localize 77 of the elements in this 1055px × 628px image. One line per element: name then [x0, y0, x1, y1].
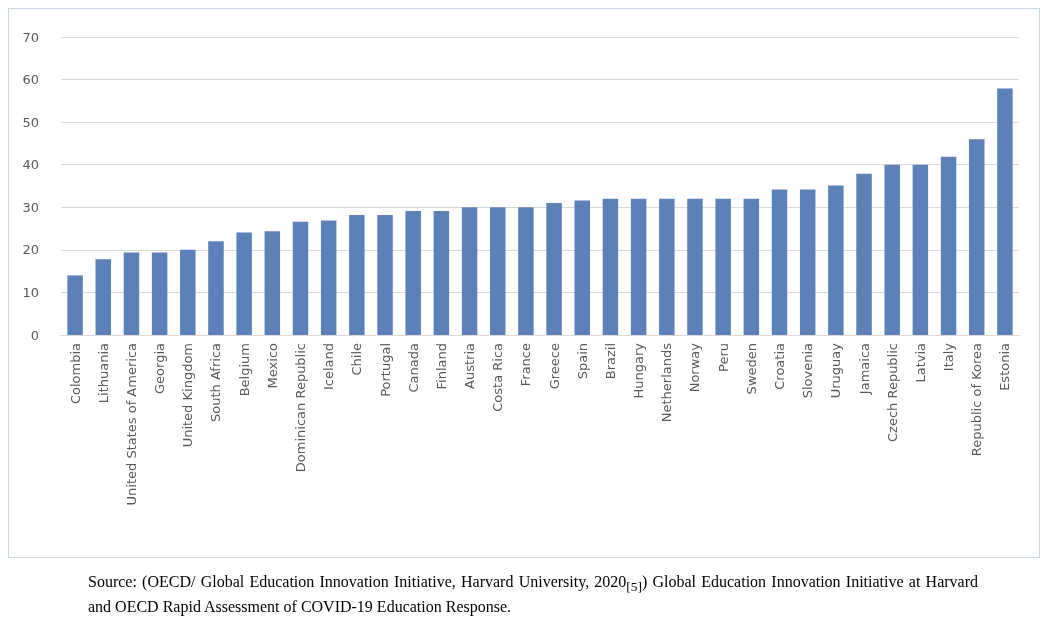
x-tick-label: Norway	[687, 342, 703, 393]
text: Source: (OECD/ Global Education Innovation Initiative, Harvard University, 2020$_{[5]}$) Global Education Innovation Initiative at Harvard and OECD Rapid Assessment of COVID-19 Education Response.	[88, 573, 978, 616]
x-tick-label: Sweden	[743, 343, 759, 395]
bar	[180, 249, 196, 335]
bar	[377, 214, 393, 335]
bar	[687, 198, 703, 335]
x-tick-label: Brazil	[602, 343, 618, 380]
x-tick-label: Latvia	[912, 343, 928, 383]
x-tick-label: Republic of Korea	[969, 343, 985, 457]
x-tick-label: Dominican Republic	[293, 343, 308, 473]
x-tick-label: Jamaica	[856, 343, 872, 396]
bar	[405, 211, 421, 335]
y-tick-label: 60	[22, 72, 39, 88]
bar	[799, 189, 816, 335]
x-tick-label: Netherlands	[659, 342, 675, 423]
bar	[546, 203, 562, 335]
x-tick-label: Slovenia	[800, 343, 816, 399]
bar	[349, 214, 365, 335]
x-tick-label: Finland	[433, 343, 449, 390]
x-tick-label: Estonia	[997, 343, 1013, 391]
y-tick-label: 40	[22, 157, 39, 173]
x-tick-label: Iceland	[321, 343, 337, 391]
x-tick-label: France	[518, 343, 534, 387]
x-tick-label: Portugal	[377, 343, 393, 397]
bar	[264, 231, 281, 335]
y-tick-label: 0	[30, 327, 39, 343]
bar	[715, 198, 731, 335]
bar	[292, 221, 309, 335]
bar	[912, 164, 929, 335]
bar	[208, 241, 224, 335]
bar	[574, 200, 591, 335]
bar	[320, 220, 337, 335]
x-tick-label: Croatia	[772, 343, 787, 390]
x-tick-label: Greece	[546, 343, 562, 390]
x-tick-label: Hungary	[631, 342, 647, 399]
x-tick-label: Colombia	[67, 343, 83, 405]
bar	[236, 232, 252, 335]
x-tick-label: Uruguay	[828, 342, 844, 399]
bar	[518, 207, 534, 335]
bar	[997, 88, 1013, 335]
x-tick-label: Peru	[715, 343, 731, 372]
bar	[151, 252, 168, 335]
x-tick-label: Austria	[462, 343, 478, 389]
bar	[940, 156, 957, 335]
bar	[602, 198, 619, 335]
bar	[884, 164, 900, 335]
bar	[67, 275, 83, 335]
bar	[123, 252, 140, 335]
bar	[433, 211, 450, 335]
y-tick-label: 50	[22, 114, 39, 130]
x-tick-label: Canada	[405, 343, 421, 393]
bar	[489, 207, 506, 335]
x-tick-label: United Kingdom	[180, 343, 196, 448]
x-tick-label: Italy	[941, 342, 957, 372]
x-tick-label: Chile	[349, 343, 365, 376]
bar	[659, 198, 675, 335]
bar	[743, 198, 760, 335]
x-tick-label: Lithuania	[95, 343, 111, 404]
x-tick-label: South Africa	[208, 343, 224, 422]
bar	[968, 139, 985, 335]
bar	[856, 173, 872, 335]
bar	[461, 207, 478, 335]
bar	[630, 198, 647, 335]
y-tick-label: 30	[22, 199, 39, 215]
x-tick-label: Costa Rica	[490, 343, 506, 412]
x-tick-label: Spain	[574, 343, 590, 380]
bar	[828, 185, 844, 335]
x-tick-label: Mexico	[264, 342, 280, 389]
bar	[95, 259, 112, 335]
bar	[771, 189, 788, 335]
x-tick-label: Czech Republic	[884, 343, 900, 442]
y-tick-label: 10	[22, 284, 39, 300]
y-tick-label: 20	[22, 242, 39, 258]
x-tick-label: Georgia	[152, 343, 168, 394]
x-tick-label: Belgium	[236, 343, 252, 397]
x-tick-label: United States of America	[123, 343, 139, 506]
y-tick-label: 70	[22, 29, 39, 45]
